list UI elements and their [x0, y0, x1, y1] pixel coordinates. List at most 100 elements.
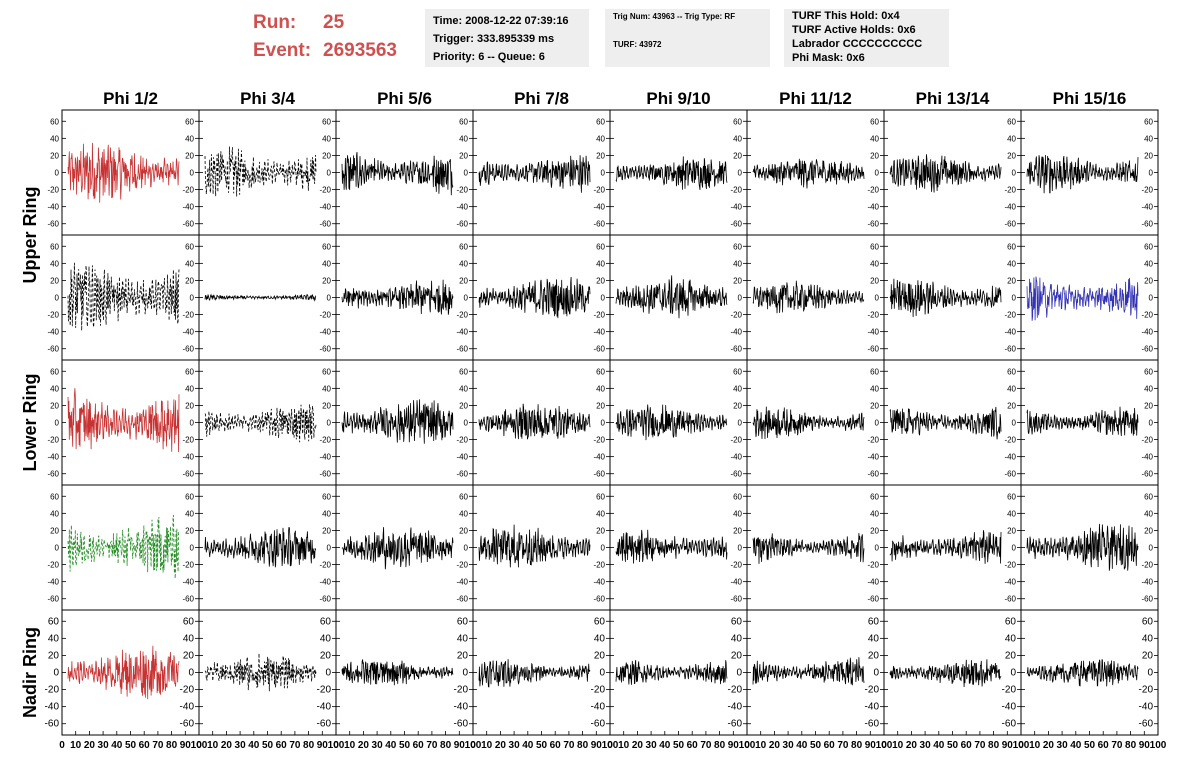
y-tick-label: -60: [456, 595, 468, 604]
y-tick-label: 40: [50, 509, 59, 518]
y-tick-label: 20: [459, 151, 468, 160]
x-tick-label: 100: [876, 740, 893, 751]
y-tick-label: 0: [53, 668, 59, 679]
y-tick-label: 60: [1144, 492, 1153, 501]
y-tick-label: 0: [736, 668, 742, 679]
x-tick-label: 30: [98, 740, 110, 751]
y-tick-label: -20: [728, 685, 743, 696]
y-tick-label: 0: [190, 169, 195, 178]
x-tick-label: 30: [1057, 740, 1069, 751]
x-tick-label: 0: [59, 740, 65, 751]
y-tick-label: 60: [594, 616, 606, 627]
y-tick-label: -60: [456, 345, 468, 354]
y-tick-label: 40: [459, 134, 468, 143]
y-tick-label: -20: [456, 436, 468, 445]
y-tick-label: 40: [457, 633, 469, 644]
y-tick-label: 20: [870, 401, 879, 410]
y-tick-label: -40: [593, 453, 605, 462]
y-tick-label: -40: [1004, 203, 1016, 212]
y-tick-label: -20: [182, 436, 194, 445]
y-tick-label: 60: [322, 492, 331, 501]
x-tick-label: 30: [920, 740, 932, 751]
y-tick-label: 60: [1142, 616, 1154, 627]
y-tick-label: 0: [875, 294, 880, 303]
y-tick-label: -20: [593, 436, 605, 445]
x-tick-label: 100: [739, 740, 756, 751]
y-tick-label: -40: [593, 578, 605, 587]
y-tick-label: 20: [457, 650, 469, 661]
y-tick-label: 60: [870, 492, 879, 501]
y-tick-label: -40: [1141, 578, 1153, 587]
waveform-r3-c4: [478, 403, 591, 440]
x-tick-label: 90: [865, 740, 877, 751]
y-tick-label: -40: [182, 328, 194, 337]
y-tick-label: 40: [1144, 509, 1153, 518]
x-tick-label: 30: [646, 740, 658, 751]
y-tick-label: 20: [1144, 526, 1153, 535]
waveform-r4-c1: [67, 514, 180, 579]
x-tick-label: 100: [328, 740, 345, 751]
y-tick-label: 40: [1007, 384, 1016, 393]
y-tick-label: -40: [1141, 203, 1153, 212]
y-tick-label: 60: [185, 242, 194, 251]
y-tick-label: 0: [325, 668, 331, 679]
y-tick-label: 0: [1012, 294, 1017, 303]
y-tick-label: -40: [730, 203, 742, 212]
x-tick-label: 100: [191, 740, 208, 751]
y-tick-label: -60: [47, 345, 59, 354]
waveform-r5-c3: [341, 659, 454, 686]
y-tick-label: 40: [322, 259, 331, 268]
x-tick-label: 0: [196, 740, 202, 751]
y-tick-label: 0: [327, 544, 332, 553]
y-tick-label: 60: [1144, 367, 1153, 376]
y-tick-label: 20: [185, 401, 194, 410]
y-tick-label: 40: [596, 384, 605, 393]
y-tick-label: -20: [1004, 186, 1016, 195]
y-tick-label: -20: [591, 685, 606, 696]
y-tick-label: 20: [1144, 276, 1153, 285]
y-tick-label: -60: [182, 595, 194, 604]
y-tick-label: 40: [1144, 259, 1153, 268]
y-tick-label: 20: [1005, 650, 1017, 661]
y-tick-label: -20: [319, 186, 331, 195]
x-tick-label: 0: [744, 740, 750, 751]
y-tick-label: 60: [459, 492, 468, 501]
x-tick-label: 20: [221, 740, 233, 751]
x-tick-label: 50: [262, 740, 274, 751]
y-tick-label: 60: [1007, 242, 1016, 251]
waveform-r5-c4: [478, 659, 591, 688]
y-tick-label: 60: [596, 367, 605, 376]
y-tick-label: 20: [596, 151, 605, 160]
waveform-r2-c5: [615, 275, 728, 319]
priority-line: Priority: 6 -- Queue: 6: [433, 51, 545, 63]
x-tick-label: 40: [248, 740, 260, 751]
y-tick-label: 20: [50, 276, 59, 285]
y-tick-label: -60: [456, 470, 468, 479]
y-tick-label: 40: [733, 384, 742, 393]
y-tick-label: 60: [733, 117, 742, 126]
y-tick-label: -20: [1141, 436, 1153, 445]
y-tick-label: -60: [317, 719, 332, 730]
y-tick-label: 0: [464, 544, 469, 553]
y-tick-label: -40: [1004, 328, 1016, 337]
y-tick-label: -40: [47, 203, 59, 212]
y-tick-label: 20: [1144, 151, 1153, 160]
waveform-r2-c4: [478, 276, 591, 319]
y-tick-label: -40: [591, 702, 606, 713]
y-tick-label: 0: [190, 294, 195, 303]
y-tick-label: 40: [1007, 259, 1016, 268]
waveform-r5-c2: [204, 653, 317, 692]
y-tick-label: -60: [1141, 220, 1153, 229]
turf-active-line: TURF Active Holds: 0x6: [792, 24, 916, 36]
y-tick-label: 40: [322, 384, 331, 393]
y-tick-label: 40: [870, 134, 879, 143]
y-tick-label: -60: [182, 345, 194, 354]
y-tick-label: -40: [319, 203, 331, 212]
y-tick-label: 0: [188, 668, 194, 679]
x-tick-label: 40: [111, 740, 123, 751]
run-label: Run:: [253, 12, 297, 33]
x-tick-label: 0: [470, 740, 476, 751]
y-tick-label: -20: [865, 685, 880, 696]
waveform-r3-c5: [615, 404, 728, 441]
y-tick-label: 20: [596, 526, 605, 535]
